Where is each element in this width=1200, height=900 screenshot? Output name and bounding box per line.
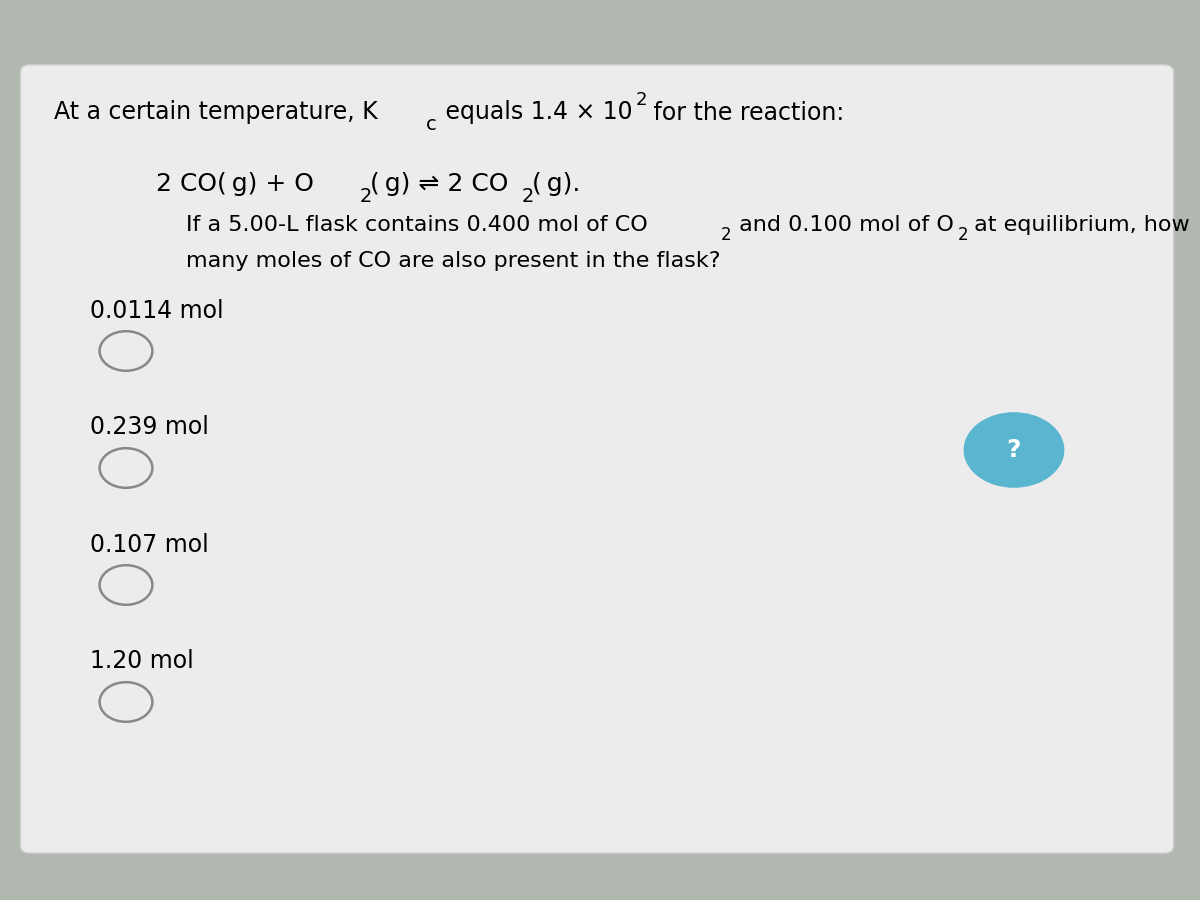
- Text: for the reaction:: for the reaction:: [646, 101, 844, 124]
- Text: ( g).: ( g).: [532, 173, 580, 196]
- Text: ( g) ⇌ 2 CO: ( g) ⇌ 2 CO: [370, 173, 508, 196]
- Text: c: c: [426, 114, 437, 134]
- Text: ?: ?: [1007, 438, 1021, 462]
- Text: 2 CO( g) + O: 2 CO( g) + O: [156, 173, 314, 196]
- Text: equals 1.4 × 10: equals 1.4 × 10: [438, 101, 632, 124]
- Text: 0.239 mol: 0.239 mol: [90, 416, 209, 439]
- Text: and 0.100 mol of O: and 0.100 mol of O: [732, 215, 954, 235]
- Text: at equilibrium, how: at equilibrium, how: [967, 215, 1190, 235]
- Text: 2: 2: [958, 226, 968, 244]
- Text: 2: 2: [636, 91, 648, 109]
- FancyBboxPatch shape: [20, 65, 1174, 853]
- Text: If a 5.00-L flask contains 0.400 mol of CO: If a 5.00-L flask contains 0.400 mol of …: [186, 215, 648, 235]
- Text: 1.20 mol: 1.20 mol: [90, 650, 193, 673]
- Text: 2: 2: [360, 186, 372, 206]
- Text: 2: 2: [721, 226, 732, 244]
- Text: 0.0114 mol: 0.0114 mol: [90, 299, 223, 322]
- Text: many moles of CO are also present in the flask?: many moles of CO are also present in the…: [186, 251, 720, 271]
- Circle shape: [964, 412, 1064, 488]
- Text: 2: 2: [522, 186, 534, 206]
- Text: At a certain temperature, K: At a certain temperature, K: [54, 101, 378, 124]
- Text: 0.107 mol: 0.107 mol: [90, 533, 209, 556]
